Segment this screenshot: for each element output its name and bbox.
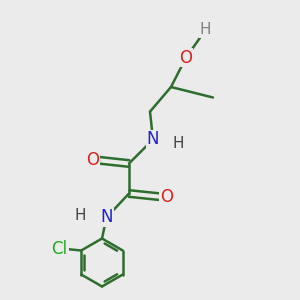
Text: N: N [147,130,159,148]
Text: H: H [200,22,211,38]
Text: O: O [86,151,100,169]
Text: H: H [173,136,184,152]
Text: O: O [160,188,173,206]
Text: H: H [75,208,86,224]
Text: O: O [179,49,193,67]
Text: N: N [100,208,113,226]
Text: Cl: Cl [52,240,68,258]
